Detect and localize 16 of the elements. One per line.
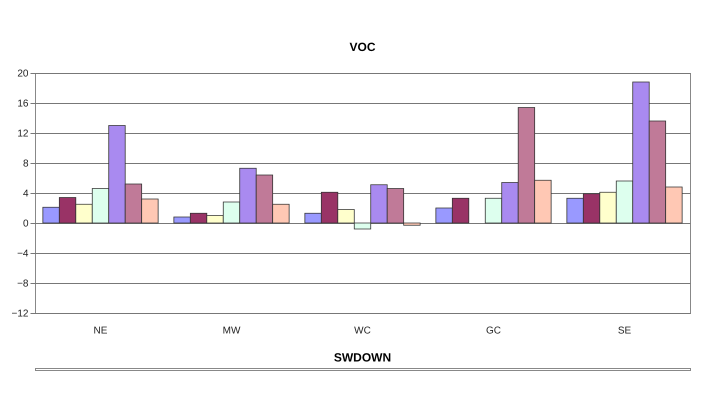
y-tick-label: 4 — [22, 188, 29, 200]
x-tick-label: SE — [618, 326, 632, 336]
x-tick-label: NE — [94, 326, 108, 336]
x-tick-label: GC — [486, 326, 501, 336]
y-tick-label: −12 — [12, 308, 29, 320]
chart-title: VOC — [349, 40, 376, 54]
y-tick-label: 12 — [17, 128, 29, 140]
x-tick-label: MW — [222, 326, 241, 336]
y-tick-label: −4 — [17, 248, 29, 260]
y-tick-label: 16 — [17, 98, 29, 110]
y-tick-label: 8 — [22, 158, 29, 170]
y-tick-label: −8 — [17, 278, 29, 290]
y-tick-label: 20 — [17, 68, 29, 80]
x-tick-label: WC — [354, 326, 371, 336]
y-tick-label: 0 — [22, 218, 29, 230]
text: SWDOWN — [334, 350, 392, 364]
